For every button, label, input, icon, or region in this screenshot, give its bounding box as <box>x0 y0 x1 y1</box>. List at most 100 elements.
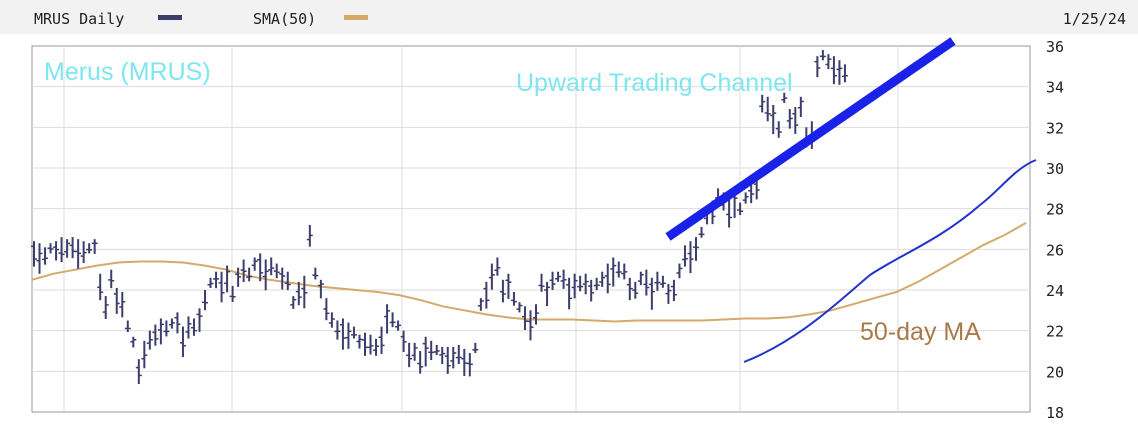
price-bar <box>670 279 677 302</box>
price-bar <box>510 292 517 306</box>
price-bar <box>841 64 848 83</box>
price-bar <box>86 243 93 254</box>
price-bar <box>36 243 43 274</box>
price-bar <box>461 348 468 376</box>
price-bar <box>588 279 595 302</box>
price-bar <box>544 281 551 307</box>
ma-label: 50-day MA <box>860 318 981 346</box>
price-bar <box>549 271 556 290</box>
price-bar <box>279 267 286 290</box>
price-bar <box>499 279 506 303</box>
price-bar <box>47 243 54 254</box>
price-bar <box>64 239 71 258</box>
price-bar <box>455 344 462 365</box>
price-bar <box>312 267 319 280</box>
y-tick-label: 24 <box>1046 282 1064 300</box>
price-bar <box>196 308 203 332</box>
price-bar <box>268 257 275 276</box>
price-bar <box>146 330 153 350</box>
price-bar <box>444 346 451 374</box>
price-bar <box>621 263 628 280</box>
price-bar <box>665 283 672 304</box>
y-axis-ticks: 18 20 22 24 26 28 30 32 34 36 <box>1046 38 1064 422</box>
date-label: 1/25/24 <box>1063 10 1126 28</box>
price-bars <box>31 50 848 385</box>
price-bar <box>406 342 413 368</box>
price-bar <box>163 320 170 337</box>
price-bar <box>632 281 639 299</box>
price-bar <box>273 263 280 279</box>
price-bar <box>830 56 837 85</box>
price-bar <box>483 281 490 309</box>
price-bar <box>91 239 98 254</box>
price-bar <box>384 304 391 334</box>
price-bar <box>797 96 804 117</box>
price-bar <box>759 94 766 113</box>
price-bar <box>792 107 799 134</box>
price-bar <box>428 340 435 361</box>
price-bar <box>31 241 37 267</box>
price-bar <box>786 109 793 129</box>
price-bar <box>450 346 457 369</box>
price-bar <box>202 290 209 311</box>
price-bar <box>367 334 374 355</box>
price-bar <box>135 359 142 385</box>
price-bar <box>362 332 368 356</box>
price-bar <box>378 326 385 354</box>
price-bar <box>257 253 264 282</box>
sma-path <box>31 222 1027 323</box>
price-bar <box>284 271 291 291</box>
price-bar <box>373 338 380 356</box>
price-bar <box>819 50 826 61</box>
price-bar <box>306 224 313 247</box>
price-bar <box>637 271 644 286</box>
plot-area <box>31 45 1031 413</box>
price-bar <box>477 298 484 311</box>
price-bar <box>317 279 324 299</box>
price-bar <box>472 342 479 354</box>
price-bar <box>422 336 429 367</box>
trading-channel-line <box>665 37 956 241</box>
price-bar <box>599 271 606 287</box>
price-bar <box>80 241 87 264</box>
price-bar <box>141 340 148 369</box>
price-bar <box>174 312 181 334</box>
price-bar <box>775 121 782 138</box>
price-bar <box>643 269 650 296</box>
price-bar <box>213 271 220 289</box>
channel-label: Upward Trading Channel <box>516 69 793 97</box>
price-bar <box>262 259 269 291</box>
y-tick-label: 32 <box>1046 119 1064 137</box>
price-bar <box>615 261 622 278</box>
price-bar <box>626 277 633 301</box>
price-bar <box>764 96 771 122</box>
symbol-legend-swatch <box>158 15 182 20</box>
price-bar <box>494 257 501 276</box>
price-bar <box>130 336 137 348</box>
price-bar <box>119 292 126 318</box>
price-bar <box>516 302 523 313</box>
price-bar <box>389 312 396 328</box>
price-bar <box>75 239 82 269</box>
price-bar <box>246 267 253 282</box>
price-bar <box>659 275 666 288</box>
price-bar <box>488 263 495 290</box>
price-bar <box>251 257 258 271</box>
price-bar <box>350 326 357 339</box>
price-bar <box>334 320 341 340</box>
price-bar <box>207 277 214 288</box>
y-tick-label: 20 <box>1046 363 1064 381</box>
y-tick-label: 18 <box>1046 404 1064 422</box>
price-bar <box>290 296 297 309</box>
price-bar <box>433 344 440 356</box>
price-bar <box>781 92 788 103</box>
price-bar <box>179 326 186 358</box>
price-bar <box>323 298 330 321</box>
price-bar <box>737 202 744 216</box>
header-bar <box>0 0 1138 34</box>
price-bar <box>218 271 225 303</box>
price-bar <box>229 285 236 302</box>
price-bar <box>742 192 749 204</box>
price-bar <box>770 104 777 135</box>
price-bar <box>648 277 655 310</box>
